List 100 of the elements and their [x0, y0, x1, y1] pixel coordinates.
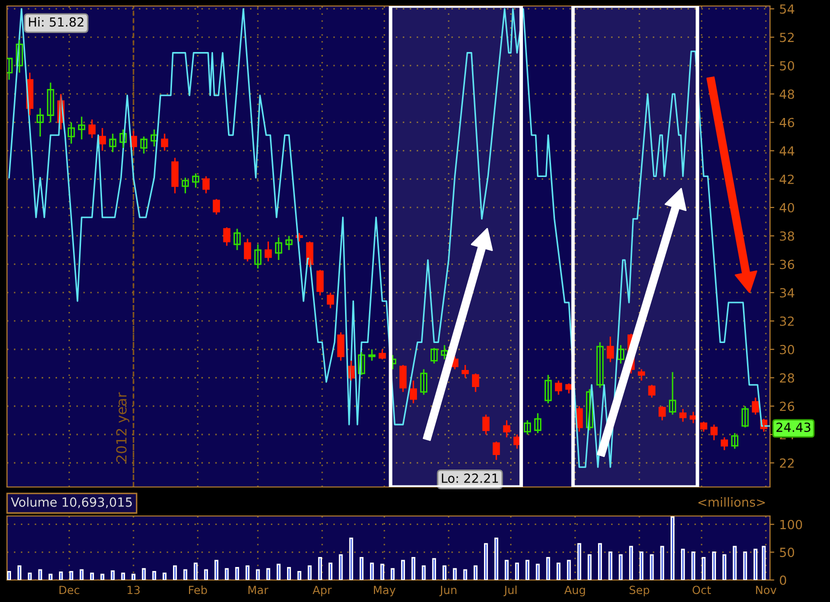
bar [183, 569, 188, 580]
bar [762, 546, 766, 580]
bar [732, 546, 737, 580]
bar [121, 572, 126, 580]
bar [246, 565, 250, 580]
bar [328, 562, 332, 580]
y-tick-label: 42 [780, 174, 794, 184]
bar [214, 560, 218, 580]
bar [349, 538, 354, 580]
bar [58, 572, 63, 580]
bar [152, 570, 156, 580]
bar [422, 565, 426, 580]
bar [712, 551, 716, 580]
annotation: Lo: 22.21 [442, 474, 498, 483]
bar [276, 564, 281, 580]
bar [224, 568, 229, 580]
y-tick-label: 50 [780, 548, 794, 558]
x-tick-label: May [374, 586, 396, 596]
bar [401, 560, 405, 580]
bar [546, 557, 550, 580]
y-tick-label: 28 [780, 373, 794, 383]
bar [618, 554, 623, 580]
bar [110, 570, 115, 580]
y-tick-label: 52 [780, 32, 794, 42]
bar [48, 574, 52, 580]
bar [235, 567, 240, 580]
bar [504, 560, 509, 580]
bar [100, 574, 104, 580]
bar [670, 516, 674, 580]
bar [691, 551, 696, 580]
bar [287, 567, 291, 580]
bar [650, 554, 654, 580]
annotation: Hi: 51.82 [29, 17, 84, 27]
x-tick-label: Apr [312, 586, 332, 596]
bar [266, 568, 270, 580]
bar [525, 560, 530, 580]
y-tick-label: 46 [780, 118, 794, 128]
bar [660, 546, 664, 580]
bar [173, 565, 177, 580]
bar [370, 562, 374, 580]
bar [162, 572, 167, 580]
bar [390, 568, 395, 580]
bar [474, 565, 478, 580]
bar [442, 565, 446, 580]
bar [484, 543, 488, 580]
bar [494, 538, 498, 580]
bar [566, 560, 571, 580]
annotation: 24.43 [776, 422, 810, 432]
y-tick-label: 26 [780, 402, 794, 412]
bar [132, 574, 136, 580]
y-tick-label: 54 [780, 4, 794, 14]
x-tick-label: Jul [504, 586, 516, 596]
y-tick-label: 32 [780, 316, 794, 326]
bar [318, 557, 322, 580]
x-tick-label: Nov [756, 586, 776, 594]
bar [28, 572, 32, 580]
bar [297, 570, 302, 580]
bar [308, 565, 312, 580]
bar [743, 551, 748, 580]
y-tick-label: 36 [780, 260, 794, 270]
bar [204, 569, 208, 580]
x-tick-label: 13 [128, 586, 140, 594]
bar [556, 562, 560, 580]
bar [69, 570, 74, 580]
bar [194, 562, 198, 580]
bar [598, 543, 602, 580]
x-tick-label: Dec [60, 586, 80, 594]
bar [380, 564, 384, 580]
bar [702, 557, 706, 580]
x-tick-label: Oct [692, 586, 711, 594]
bar [754, 548, 758, 580]
bar [338, 554, 343, 580]
y-tick-label: 48 [780, 89, 794, 99]
y-tick-label: 44 [780, 146, 794, 156]
y-tick-label: 30 [780, 344, 794, 354]
y-tick-label: 22 [780, 458, 794, 468]
bar [360, 557, 364, 580]
y-tick-label: 40 [780, 202, 794, 212]
x-tick-label: Jun [439, 586, 456, 596]
bar [38, 569, 42, 580]
bar [256, 569, 260, 580]
bar [680, 548, 685, 580]
x-tick-label: Sep [630, 586, 650, 596]
bar [536, 564, 540, 580]
x-tick-label: Feb [189, 586, 207, 594]
bar [90, 572, 94, 580]
bar [722, 554, 726, 580]
y-tick-label: 50 [780, 61, 794, 71]
bar [463, 569, 468, 580]
bar [629, 546, 634, 580]
bar [515, 562, 519, 580]
bar [577, 543, 582, 580]
x-tick-label: Aug [564, 586, 585, 596]
bar [588, 554, 592, 580]
bar [452, 568, 457, 580]
y-tick-label: 38 [780, 231, 794, 241]
text: Volume 10,693,015 [10, 497, 132, 508]
y-tick-label: 100 [780, 520, 802, 530]
y-tick-label: 0 [780, 575, 786, 585]
bar [18, 565, 22, 580]
